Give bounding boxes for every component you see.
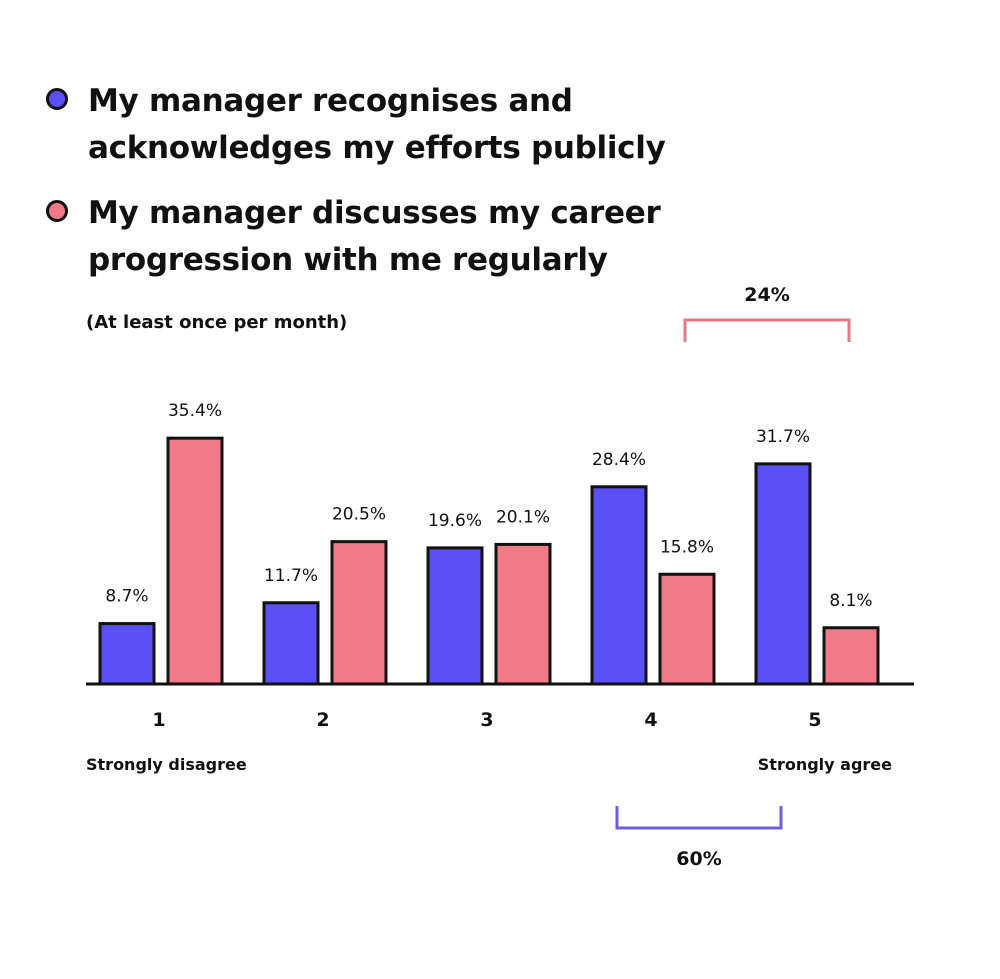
data-label-s1-c2: 20.1%	[496, 507, 550, 527]
x-tick-label: 5	[808, 709, 821, 731]
legend-dot-pink-icon	[46, 200, 68, 222]
data-label-s1-c0: 35.4%	[168, 401, 222, 421]
x-tick-label: 1	[152, 709, 165, 731]
xlabel-strongly-disagree: Strongly disagree	[86, 755, 247, 774]
data-label-s1-c4: 8.1%	[829, 591, 872, 611]
data-label-s1-c1: 20.5%	[332, 505, 386, 525]
legend-line: My manager discusses my career	[88, 195, 661, 231]
bar-s0-c1	[262, 601, 320, 686]
bar-s1-c4	[822, 626, 880, 686]
data-label-s1-c3: 15.8%	[660, 537, 714, 557]
data-label-s0-c4: 31.7%	[756, 427, 810, 447]
data-label-s0-c1: 11.7%	[264, 566, 318, 586]
bracket-label-0: 24%	[744, 284, 789, 306]
data-label-s0-c3: 28.4%	[592, 450, 646, 470]
bar-s1-c0	[166, 436, 224, 686]
bar-s0-c4	[754, 462, 812, 686]
bracket-0	[683, 318, 851, 342]
bar-s0-c3	[590, 485, 648, 686]
x-tick-label: 4	[644, 709, 657, 731]
legend-line: progression with me regularly	[88, 242, 608, 278]
legend-label-career: My manager discusses my career progressi…	[88, 190, 661, 284]
bar-s0-c2	[426, 546, 484, 686]
legend-dot-blue-icon	[46, 88, 68, 110]
bar-s1-c2	[494, 542, 552, 686]
bar-s1-c1	[330, 540, 388, 686]
legend-item-recognition: My manager recognises and acknowledges m…	[46, 78, 766, 172]
legend-line: acknowledges my efforts publicly	[88, 130, 666, 166]
legend-label-recognition: My manager recognises and acknowledges m…	[88, 78, 666, 172]
chart-subnote: (At least once per month)	[86, 312, 348, 333]
legend-line: My manager recognises and	[88, 83, 573, 119]
xlabel-strongly-agree: Strongly agree	[758, 755, 892, 774]
x-tick-label: 2	[316, 709, 329, 731]
legend-item-career: My manager discusses my career progressi…	[46, 190, 766, 284]
bracket-label-1: 60%	[676, 848, 721, 870]
chart-legend: My manager recognises and acknowledges m…	[46, 78, 766, 302]
bracket-1	[615, 806, 783, 830]
data-label-s0-c2: 19.6%	[428, 511, 482, 531]
bar-s0-c0	[98, 622, 156, 686]
data-label-s0-c0: 8.7%	[105, 587, 148, 607]
bar-s1-c3	[658, 572, 716, 686]
x-tick-label: 3	[480, 709, 493, 731]
